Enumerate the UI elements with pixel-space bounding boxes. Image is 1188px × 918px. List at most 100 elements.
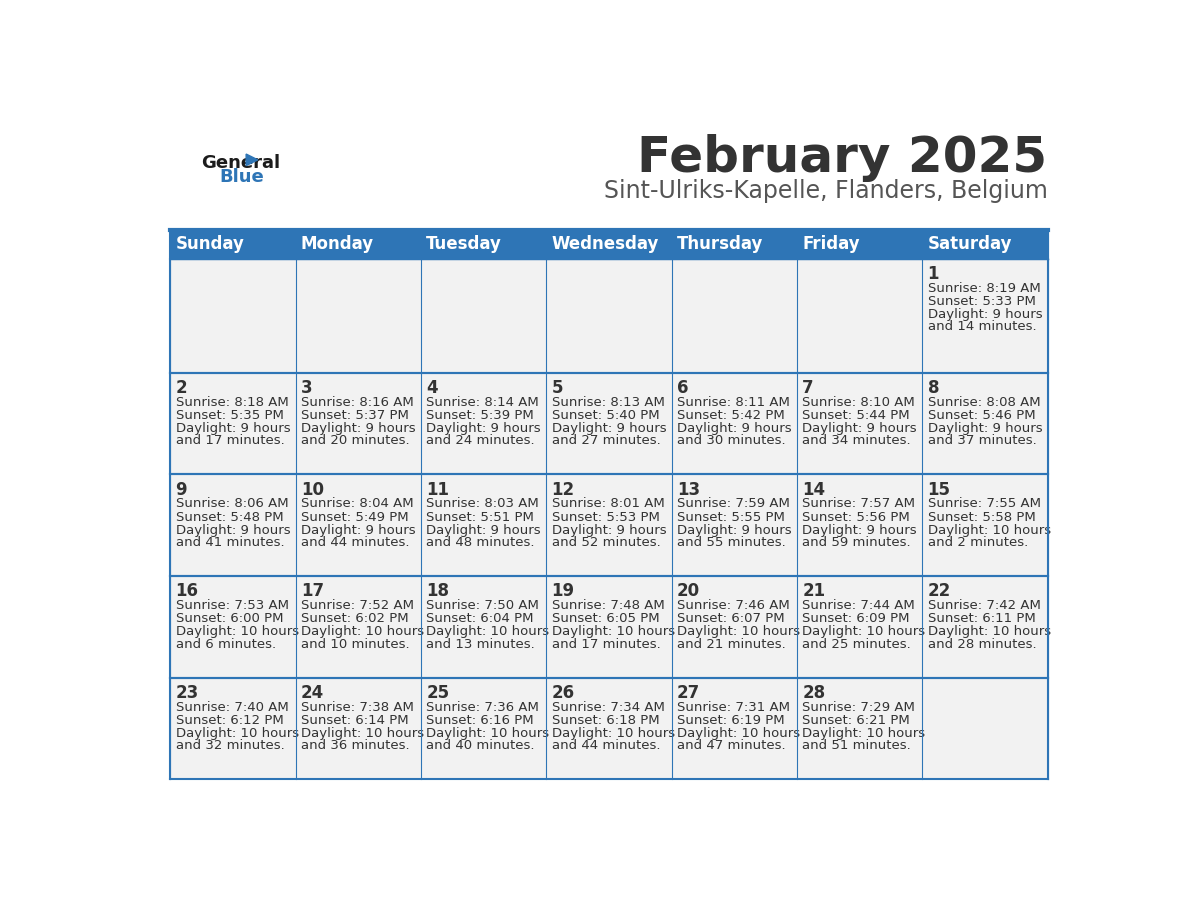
Text: Sunset: 6:16 PM: Sunset: 6:16 PM [426,714,533,727]
Text: Daylight: 9 hours: Daylight: 9 hours [426,523,541,537]
Text: and 13 minutes.: and 13 minutes. [426,638,535,651]
Text: Sunset: 6:21 PM: Sunset: 6:21 PM [802,714,910,727]
Text: Sunset: 6:19 PM: Sunset: 6:19 PM [677,714,784,727]
Text: 25: 25 [426,684,449,701]
Text: Sunrise: 7:57 AM: Sunrise: 7:57 AM [802,498,915,510]
Text: Sunday: Sunday [176,235,245,253]
Text: and 52 minutes.: and 52 minutes. [551,536,661,549]
Bar [797,373,922,475]
Text: Daylight: 10 hours: Daylight: 10 hours [928,625,1050,638]
Text: 12: 12 [551,480,575,498]
Text: Daylight: 9 hours: Daylight: 9 hours [176,523,290,537]
Text: Sunset: 5:46 PM: Sunset: 5:46 PM [928,409,1035,422]
Text: and 34 minutes.: and 34 minutes. [802,434,911,447]
Text: Sunrise: 8:16 AM: Sunrise: 8:16 AM [301,396,413,409]
Text: 21: 21 [802,582,826,600]
Text: 4: 4 [426,379,438,397]
Bar [170,475,296,576]
Text: Sunrise: 8:13 AM: Sunrise: 8:13 AM [551,396,664,409]
Text: Sunrise: 8:08 AM: Sunrise: 8:08 AM [928,396,1041,409]
Text: Sunrise: 7:42 AM: Sunrise: 7:42 AM [928,599,1041,612]
Bar [546,259,671,373]
Text: Sunrise: 8:11 AM: Sunrise: 8:11 AM [677,396,790,409]
Text: 10: 10 [301,480,324,498]
Text: 22: 22 [928,582,950,600]
Text: Daylight: 9 hours: Daylight: 9 hours [677,523,791,537]
Text: Tuesday: Tuesday [426,235,503,253]
Bar [546,475,671,576]
Text: 17: 17 [301,582,324,600]
Text: 27: 27 [677,684,700,701]
Text: 6: 6 [677,379,688,397]
Bar [671,373,797,475]
Text: Sunset: 5:39 PM: Sunset: 5:39 PM [426,409,535,422]
Text: and 24 minutes.: and 24 minutes. [426,434,535,447]
Text: and 47 minutes.: and 47 minutes. [677,739,785,752]
Text: and 21 minutes.: and 21 minutes. [677,638,785,651]
Text: and 2 minutes.: and 2 minutes. [928,536,1028,549]
Text: Sunset: 5:37 PM: Sunset: 5:37 PM [301,409,409,422]
Text: 14: 14 [802,480,826,498]
Bar [922,230,1048,259]
Text: Sunrise: 7:50 AM: Sunrise: 7:50 AM [426,599,539,612]
Text: and 51 minutes.: and 51 minutes. [802,739,911,752]
Text: and 55 minutes.: and 55 minutes. [677,536,785,549]
Bar [671,259,797,373]
Text: and 27 minutes.: and 27 minutes. [551,434,661,447]
Bar [296,576,421,677]
Text: Sunset: 6:07 PM: Sunset: 6:07 PM [677,612,784,625]
Text: Daylight: 9 hours: Daylight: 9 hours [928,308,1042,321]
Text: Daylight: 10 hours: Daylight: 10 hours [551,625,675,638]
Text: Sunset: 6:14 PM: Sunset: 6:14 PM [301,714,409,727]
Text: Sunrise: 7:59 AM: Sunrise: 7:59 AM [677,498,790,510]
Text: Sunset: 5:42 PM: Sunset: 5:42 PM [677,409,785,422]
Text: Sunset: 5:44 PM: Sunset: 5:44 PM [802,409,910,422]
Text: Sunrise: 8:04 AM: Sunrise: 8:04 AM [301,498,413,510]
Text: 1: 1 [928,265,939,283]
Text: Sint-Ulriks-Kapelle, Flanders, Belgium: Sint-Ulriks-Kapelle, Flanders, Belgium [604,179,1048,203]
Text: Sunrise: 8:03 AM: Sunrise: 8:03 AM [426,498,539,510]
Bar [546,230,671,259]
Text: and 10 minutes.: and 10 minutes. [301,638,410,651]
Bar [421,576,546,677]
Text: Sunrise: 7:31 AM: Sunrise: 7:31 AM [677,700,790,714]
Text: Sunrise: 7:52 AM: Sunrise: 7:52 AM [301,599,413,612]
Text: 8: 8 [928,379,939,397]
Text: General: General [201,153,280,172]
Bar [296,677,421,779]
Text: and 40 minutes.: and 40 minutes. [426,739,535,752]
Text: Sunrise: 8:06 AM: Sunrise: 8:06 AM [176,498,289,510]
Text: Daylight: 10 hours: Daylight: 10 hours [677,625,800,638]
Text: 5: 5 [551,379,563,397]
Bar [797,576,922,677]
Text: 9: 9 [176,480,188,498]
Text: and 17 minutes.: and 17 minutes. [176,434,284,447]
Text: Sunrise: 7:29 AM: Sunrise: 7:29 AM [802,700,915,714]
Text: 16: 16 [176,582,198,600]
Polygon shape [246,154,258,165]
Text: Daylight: 9 hours: Daylight: 9 hours [802,523,917,537]
Text: February 2025: February 2025 [638,134,1048,182]
Bar [922,475,1048,576]
Text: Sunset: 5:58 PM: Sunset: 5:58 PM [928,510,1036,523]
Text: Sunrise: 8:19 AM: Sunrise: 8:19 AM [928,282,1041,295]
Text: Daylight: 10 hours: Daylight: 10 hours [176,727,298,740]
Bar [296,475,421,576]
Bar [421,475,546,576]
Text: Daylight: 10 hours: Daylight: 10 hours [551,727,675,740]
Bar [922,677,1048,779]
Text: Sunset: 5:51 PM: Sunset: 5:51 PM [426,510,535,523]
Text: and 32 minutes.: and 32 minutes. [176,739,284,752]
Text: Sunrise: 7:55 AM: Sunrise: 7:55 AM [928,498,1041,510]
Text: Daylight: 10 hours: Daylight: 10 hours [301,727,424,740]
Bar [296,373,421,475]
Bar [421,373,546,475]
Text: Daylight: 9 hours: Daylight: 9 hours [551,523,666,537]
Text: Thursday: Thursday [677,235,764,253]
Text: Sunset: 6:12 PM: Sunset: 6:12 PM [176,714,284,727]
Bar [546,677,671,779]
Text: Sunrise: 7:53 AM: Sunrise: 7:53 AM [176,599,289,612]
Text: Daylight: 10 hours: Daylight: 10 hours [426,727,549,740]
Bar [170,230,296,259]
Text: Daylight: 10 hours: Daylight: 10 hours [426,625,549,638]
